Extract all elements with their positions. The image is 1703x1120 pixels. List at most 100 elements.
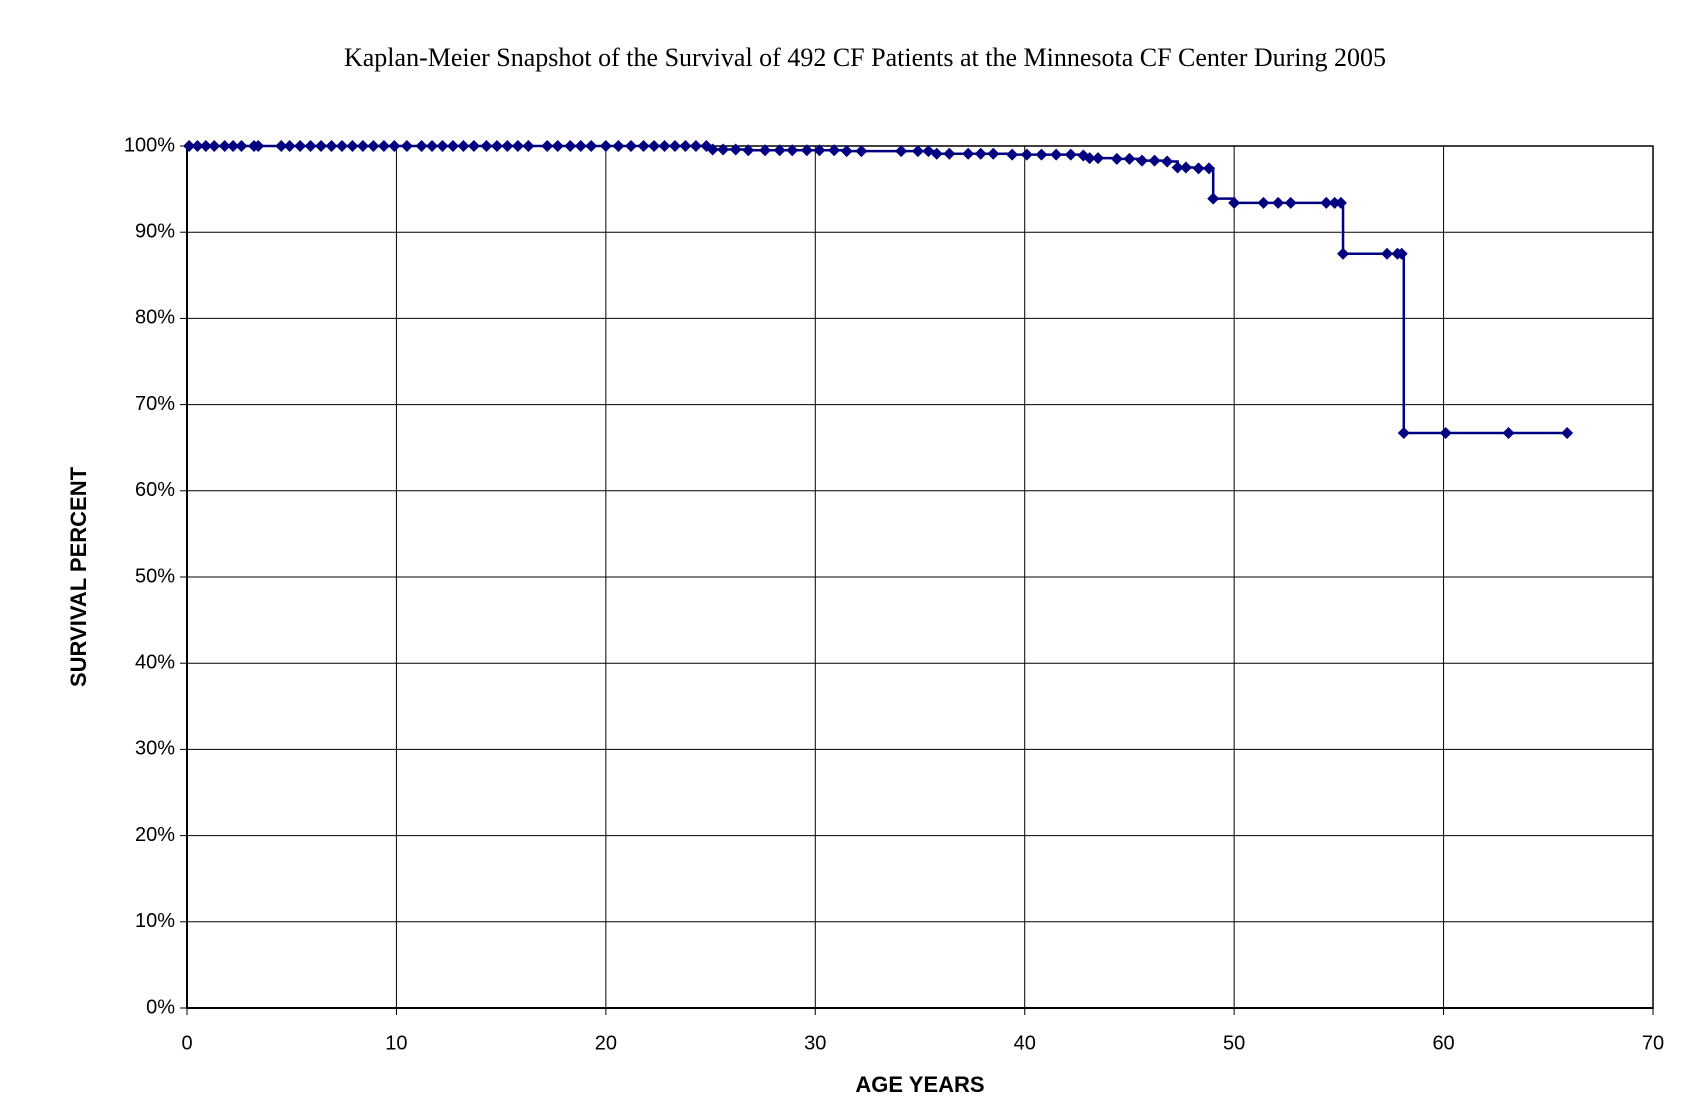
data-point <box>840 145 853 158</box>
data-point <box>962 147 975 160</box>
y-tick-label: 70% <box>135 393 175 415</box>
data-point <box>930 147 943 160</box>
y-tick-label: 100% <box>124 134 175 156</box>
y-tick-label: 90% <box>135 220 175 242</box>
data-point <box>191 140 204 152</box>
y-tick-label: 20% <box>135 824 175 846</box>
data-point <box>1110 152 1123 165</box>
data-point <box>729 143 742 156</box>
data-point <box>1228 196 1241 209</box>
data-point <box>183 140 196 152</box>
y-tick-label: 80% <box>135 307 175 329</box>
data-point <box>356 140 369 152</box>
data-point <box>742 144 755 157</box>
data-point <box>1334 196 1347 209</box>
data-point <box>1328 196 1341 209</box>
data-point <box>759 144 772 157</box>
data-point <box>1035 148 1048 161</box>
data-point <box>388 140 401 152</box>
data-point <box>717 143 730 156</box>
y-tick-label: 50% <box>135 565 175 587</box>
x-tick-label: 10 <box>385 1032 407 1054</box>
data-point <box>648 140 661 152</box>
data-point <box>1257 196 1270 209</box>
x-axis-label: AGE YEARS <box>855 1072 984 1097</box>
data-point <box>1192 162 1205 175</box>
y-tick-label: 40% <box>135 651 175 673</box>
data-point <box>252 140 265 152</box>
data-point <box>501 140 514 152</box>
chart-title: Kaplan-Meier Snapshot of the Survival of… <box>344 43 1386 72</box>
data-point <box>585 140 598 152</box>
data-point <box>599 140 612 152</box>
data-point <box>400 140 413 152</box>
data-point <box>1284 196 1297 209</box>
data-point <box>335 140 348 152</box>
x-tick-label: 40 <box>1014 1032 1036 1054</box>
x-tick-label: 0 <box>181 1032 192 1054</box>
data-point <box>689 140 702 152</box>
data-point <box>415 140 428 152</box>
data-point <box>1064 148 1077 161</box>
data-point <box>1092 152 1105 165</box>
data-point <box>828 144 841 157</box>
data-point <box>637 140 650 152</box>
data-point <box>1006 148 1019 161</box>
data-point <box>541 140 554 152</box>
data-point <box>1171 161 1184 174</box>
data-point <box>446 140 459 152</box>
data-point <box>1272 196 1285 209</box>
data-point <box>974 147 987 160</box>
data-point <box>1020 148 1033 161</box>
data-point <box>1135 154 1148 167</box>
data-point <box>855 145 868 158</box>
data-point <box>275 140 288 152</box>
x-tick-label: 70 <box>1642 1032 1664 1054</box>
data-point <box>564 140 577 152</box>
data-point <box>490 140 503 152</box>
data-point <box>624 140 637 152</box>
y-axis-label: SURVIVAL PERCENT <box>66 466 91 687</box>
data-point <box>304 140 317 152</box>
data-point <box>1320 196 1333 209</box>
y-tick-label: 0% <box>146 996 175 1018</box>
data-point <box>522 140 535 152</box>
data-point <box>679 140 692 152</box>
y-tick-label: 30% <box>135 738 175 760</box>
data-point <box>315 140 328 152</box>
data-point <box>235 140 248 152</box>
data-point <box>1502 427 1515 440</box>
data-point <box>658 140 671 152</box>
data-point <box>227 140 240 152</box>
data-point <box>346 140 359 152</box>
data-point <box>786 144 799 157</box>
data-point <box>987 147 1000 160</box>
data-point <box>1439 427 1452 440</box>
data-point <box>283 140 296 152</box>
data-point <box>1050 148 1063 161</box>
data-point <box>218 140 231 152</box>
data-point <box>1123 152 1136 165</box>
data-point <box>1207 192 1220 205</box>
x-tick-label: 50 <box>1223 1032 1245 1054</box>
data-point <box>1395 247 1408 260</box>
x-tick-label: 30 <box>804 1032 826 1054</box>
data-point <box>1561 427 1574 440</box>
data-point <box>1203 162 1216 175</box>
data-point <box>377 140 390 152</box>
data-point <box>457 140 470 152</box>
data-point <box>367 140 380 152</box>
data-point <box>706 143 719 156</box>
y-tick-label: 10% <box>135 910 175 932</box>
data-point <box>426 140 439 152</box>
data-point <box>800 144 813 157</box>
data-point <box>436 140 449 152</box>
data-point <box>294 140 307 152</box>
data-point <box>1161 155 1174 168</box>
data-point <box>1337 247 1350 260</box>
data-point <box>943 147 956 160</box>
data-point <box>1148 154 1161 167</box>
data-point <box>1397 427 1410 440</box>
x-tick-label: 60 <box>1432 1032 1454 1054</box>
y-tick-label: 60% <box>135 479 175 501</box>
